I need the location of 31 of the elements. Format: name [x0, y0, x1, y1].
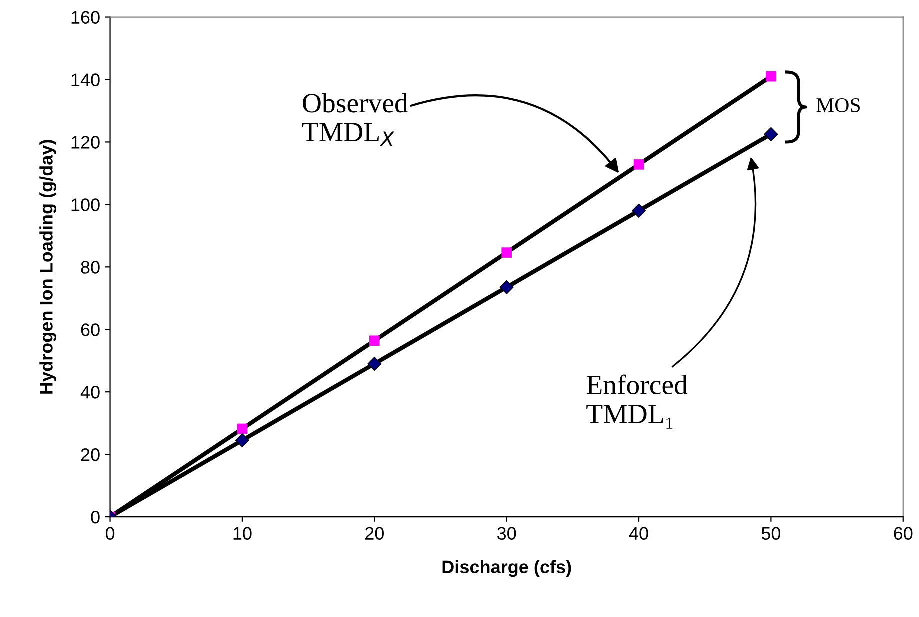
point	[500, 280, 514, 294]
annotation: MOS	[816, 98, 860, 112]
y-tick-label: 160	[72, 11, 100, 24]
point	[235, 434, 250, 448]
y-tick-label: 60	[81, 324, 100, 336]
point	[369, 336, 380, 346]
x-tick-label: 20	[366, 527, 384, 540]
point	[632, 204, 646, 218]
y-tick-label: 140	[72, 74, 100, 86]
y-tick-label: 80	[81, 261, 100, 274]
y-tick-label: 40	[80, 386, 100, 399]
y-axis-title: Hydrogen Ion Loading (g/day)	[40, 140, 57, 394]
annotation: Observed TMDL$_{X}$	[302, 93, 408, 146]
y-tick-label: 0	[91, 510, 100, 524]
x-tick-label: 40	[629, 527, 648, 540]
point	[766, 71, 776, 82]
x-axis-title: Discharge (cfs)	[442, 560, 572, 578]
point	[634, 160, 644, 170]
point	[237, 424, 248, 434]
x-tick-label: 50	[762, 527, 781, 540]
x-tick-label: 10	[234, 527, 252, 540]
y-tick-label: 100	[72, 198, 100, 212]
y-tick-label: 120	[72, 136, 100, 149]
point	[502, 248, 512, 258]
x-tick-label: 0	[106, 527, 115, 540]
y-tick-label: 20	[81, 448, 100, 462]
x-tick-label: 30	[497, 527, 516, 540]
point	[764, 127, 778, 142]
point	[368, 356, 382, 371]
annotation: Enforced TMDL₁	[586, 374, 688, 429]
x-tick-label: 60	[894, 527, 913, 540]
